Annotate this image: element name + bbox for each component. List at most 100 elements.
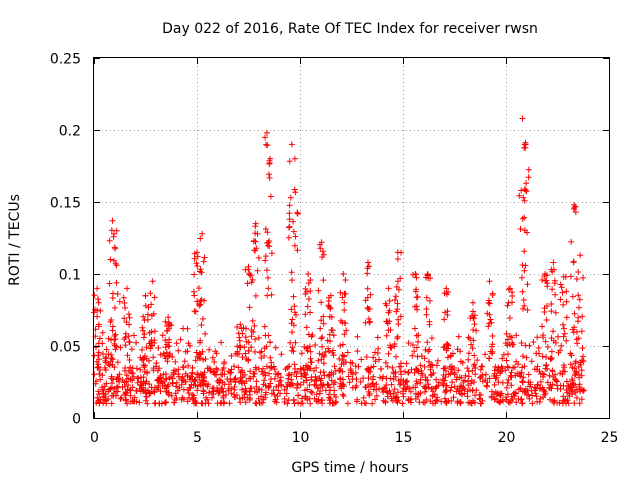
data-point [559,289,566,296]
y-tick-label: 0.25 [50,52,81,68]
data-point [407,388,414,395]
data-point [517,226,524,232]
data-point [477,391,484,398]
data-point [536,350,543,357]
data-point [284,383,291,390]
data-point [122,389,129,396]
data-point [541,309,548,315]
data-point [543,317,550,323]
data-point [418,353,425,359]
data-point [113,227,120,234]
data-point [272,396,279,403]
data-point [156,400,163,407]
data-point [547,396,554,403]
data-point [264,229,271,236]
data-point [484,310,491,317]
data-point [304,386,311,393]
data-point [504,336,511,343]
data-point [125,367,132,374]
data-point [364,285,371,292]
data-point [298,350,305,357]
data-point [295,399,302,406]
data-point [150,310,157,317]
data-point [320,320,327,327]
data-point [450,394,457,401]
data-point [394,256,401,262]
data-point [302,393,309,400]
data-point [577,361,584,368]
data-point [508,382,515,389]
data-point [572,209,579,216]
data-point [387,391,394,398]
data-point [370,386,377,393]
data-point [519,288,526,295]
data-point [469,345,476,352]
data-point [441,377,448,384]
data-point [354,348,361,355]
data-point [252,336,259,343]
data-point [544,344,551,350]
data-point [101,397,108,404]
data-point [252,292,259,299]
data-point [485,299,492,306]
data-point [120,294,127,301]
data-point [343,327,350,334]
data-point [218,339,225,346]
data-point [226,400,233,407]
data-point [342,290,349,297]
data-point [411,325,418,332]
data-point [454,374,461,381]
data-point [122,342,129,349]
data-point [108,380,115,387]
data-point [319,334,326,341]
data-point [303,324,310,331]
data-point [99,340,106,347]
data-point [156,365,163,372]
data-point [543,277,550,284]
data-point [105,351,112,358]
data-point [192,308,199,315]
data-point [268,390,275,397]
data-point [133,398,140,405]
data-point [369,400,376,407]
data-point [249,276,256,283]
data-point [95,296,101,302]
data-point [194,263,201,269]
data-point [250,373,257,380]
data-point [196,350,203,357]
data-point [286,363,293,370]
data-point [560,362,567,369]
data-point [507,285,514,292]
data-point [268,359,275,366]
data-point [563,337,570,344]
data-point [168,392,175,399]
data-point [524,281,531,288]
data-point [214,400,221,407]
data-point [578,367,585,374]
data-point [424,377,431,384]
data-point [489,343,495,350]
data-point [451,365,457,371]
data-point [262,134,269,141]
data-point [344,400,351,407]
data-point [531,384,538,391]
data-point [114,383,121,390]
data-point [510,390,517,397]
data-point [201,297,208,304]
data-point [94,307,101,314]
data-point [264,292,271,299]
data-point [365,369,372,375]
data-point [308,333,315,340]
data-point [243,325,249,332]
data-point [100,394,107,401]
data-point [517,373,524,380]
data-point [486,320,493,327]
data-point [569,384,576,391]
data-point [291,361,298,368]
data-point [228,385,234,392]
data-point [121,315,128,322]
data-point [103,346,110,353]
data-point [300,366,307,373]
data-point [182,378,189,385]
data-point [413,365,419,372]
